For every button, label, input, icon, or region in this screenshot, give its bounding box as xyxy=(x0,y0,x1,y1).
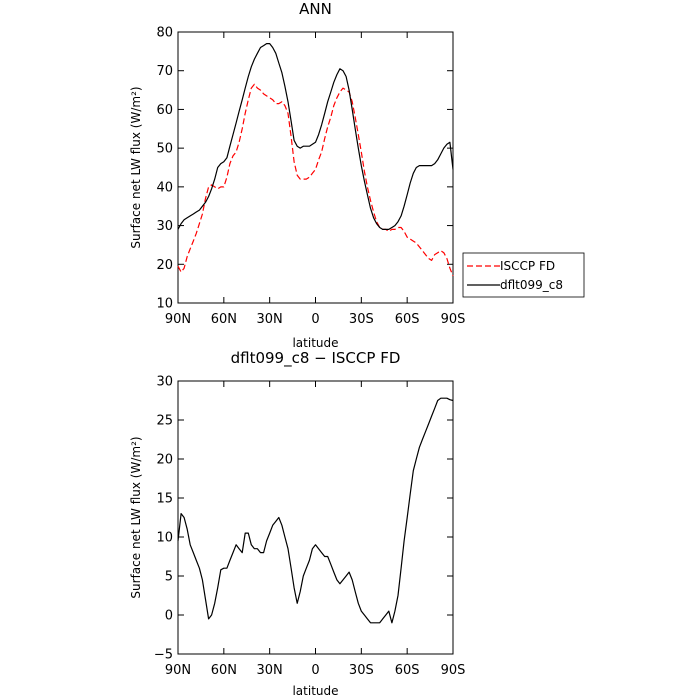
x-tick-label: 90N xyxy=(165,663,191,678)
y-tick-label: 20 xyxy=(156,453,173,468)
y-axis-label: Surface net LW flux (W/m²) xyxy=(129,86,143,248)
legend-label-model: dflt099_c8 xyxy=(500,278,563,292)
y-tick-label: 20 xyxy=(156,258,173,273)
x-tick-label: 90S xyxy=(441,663,466,678)
x-axis: 90N 60N 30N 0 30S 60S 90S xyxy=(165,381,466,678)
series-lines xyxy=(177,397,454,624)
y-tick-label: 10 xyxy=(156,531,173,546)
y-tick-label: −5 xyxy=(154,648,173,663)
x-tick-label: 90N xyxy=(165,312,191,327)
y-tick-label: 0 xyxy=(165,609,173,624)
x-axis-label: latitude xyxy=(292,336,338,350)
y-tick-label: 60 xyxy=(156,103,173,118)
x-tick-label: 60S xyxy=(395,312,420,327)
y-tick-label: 80 xyxy=(156,26,173,41)
y-axis: 10 20 30 40 50 60 70 80 xyxy=(156,26,453,312)
series-line-2 xyxy=(177,42,454,230)
y-axis-label: Surface net LW flux (W/m²) xyxy=(129,436,143,598)
y-axis: −5 0 5 10 15 20 25 30 xyxy=(154,375,453,663)
x-tick-label: 60N xyxy=(211,312,237,327)
y-tick-label: 10 xyxy=(156,297,173,312)
x-axis-label: latitude xyxy=(292,684,338,698)
legend-label-isccp: ISCCP FD xyxy=(500,259,555,273)
series-line-1 xyxy=(177,83,454,277)
y-tick-label: 25 xyxy=(156,414,173,429)
chart-panel-difference: dflt099_c8 − ISCCP FD −5 0 5 10 15 20 25 30 90N… xyxy=(129,349,465,698)
x-tick-label: 0 xyxy=(311,312,319,327)
y-tick-label: 30 xyxy=(156,375,173,390)
x-tick-label: 60N xyxy=(211,663,237,678)
y-tick-label: 15 xyxy=(156,492,173,507)
y-tick-label: 70 xyxy=(156,64,173,79)
x-tick-label: 30N xyxy=(257,663,283,678)
y-tick-label: 5 xyxy=(165,570,173,585)
chart-panel-annual: ANN 10 20 30 40 50 60 70 80 90N 60N 30N 0 30S 60S 90S… xyxy=(129,0,585,350)
y-tick-label: 50 xyxy=(156,142,173,157)
x-tick-label: 30S xyxy=(349,312,374,327)
x-tick-label: 60S xyxy=(395,663,420,678)
series-lines xyxy=(177,42,454,277)
y-tick-label: 30 xyxy=(156,219,173,234)
plot-frame xyxy=(177,380,454,655)
x-tick-label: 0 xyxy=(311,663,319,678)
x-axis: 90N 60N 30N 0 30S 60S 90S xyxy=(165,32,466,327)
legend-box xyxy=(462,252,585,298)
x-tick-label: 30N xyxy=(257,312,283,327)
x-tick-label: 90S xyxy=(441,312,466,327)
y-tick-label: 40 xyxy=(156,180,173,195)
x-tick-label: 30S xyxy=(349,663,374,678)
chart-title: dflt099_c8 − ISCCP FD xyxy=(231,349,401,368)
legend: ISCCP FD dflt099_c8 xyxy=(462,252,585,298)
series-line-1 xyxy=(177,397,454,624)
chart-title: ANN xyxy=(299,0,332,18)
